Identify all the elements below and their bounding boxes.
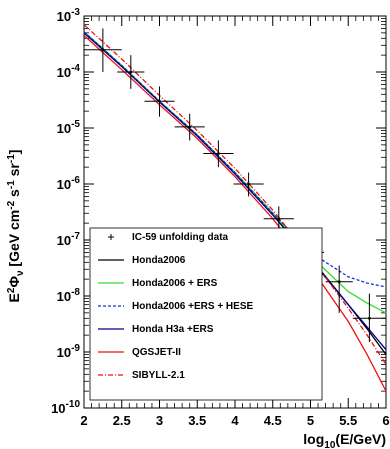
y-tick-label: 10-10 xyxy=(51,399,80,416)
legend-entry: Honda2006 xyxy=(98,255,186,266)
axis-ticks: 2 2.5 3 3.5 4 4.5 5 5.5 6 10-10 10-9 10-8 10-7 10-6 10… xyxy=(51,7,390,428)
legend-entry: Honda H3a +ERS xyxy=(98,324,214,335)
svg-text:log10(E/GeV): log10(E/GeV) xyxy=(303,431,386,449)
point-marker xyxy=(216,152,220,155)
point-marker xyxy=(277,217,281,221)
data-point xyxy=(233,172,264,197)
y-tick-label: 10-3 xyxy=(57,7,81,24)
point-marker xyxy=(337,280,341,284)
x-tick-label: 4.5 xyxy=(264,413,282,428)
legend-entry: IC-59 unfolding data xyxy=(108,232,229,243)
legend-label: QGSJET-II xyxy=(132,347,181,358)
legend-label: Honda2006 xyxy=(132,255,186,266)
point-marker xyxy=(129,70,133,74)
x-tick-label: 3.5 xyxy=(188,413,206,428)
point-marker xyxy=(158,99,161,103)
legend-label: SIBYLL-2.1 xyxy=(132,370,185,381)
data-point xyxy=(203,140,234,168)
point-marker xyxy=(247,182,250,186)
series-line-qgsjet-ii xyxy=(83,34,387,392)
point-marker xyxy=(101,48,105,52)
series-line-honda2006-ers-hese xyxy=(83,31,387,288)
data-point xyxy=(352,293,386,343)
legend-entry: Honda2006 + ERS xyxy=(98,278,218,289)
data-point xyxy=(325,265,353,313)
legend-box xyxy=(89,227,323,401)
y-tick-label: 10-6 xyxy=(57,175,81,192)
legend-label: Honda H3a +ERS xyxy=(132,324,214,335)
x-tick-label: 4 xyxy=(231,413,239,428)
data-point xyxy=(144,86,175,117)
y-tick-label: 10-8 xyxy=(57,287,81,304)
x-tick-label: 5 xyxy=(307,413,314,428)
point-marker xyxy=(188,125,192,129)
x-tick-label: 2.5 xyxy=(113,413,131,428)
legend-entry: QGSJET-II xyxy=(98,347,181,358)
series-curves xyxy=(83,24,387,392)
series-line-sibyll-2-1 xyxy=(83,24,387,365)
data-point xyxy=(84,28,122,72)
legend-label: IC-59 unfolding data xyxy=(132,232,229,243)
y-tick-label: 10-7 xyxy=(57,231,81,248)
legend-entry: Honda2006 +ERS + HESE xyxy=(98,301,253,312)
legend-label: Honda2006 +ERS + HESE xyxy=(132,301,253,312)
y-tick-label: 10-5 xyxy=(57,119,81,136)
point-marker xyxy=(367,316,371,320)
series-line-honda-h3a-ers xyxy=(83,32,387,351)
x-axis-title: log10(E/GeV) xyxy=(303,431,386,449)
y-tick-label: 10-9 xyxy=(57,343,81,360)
x-tick-label: 6 xyxy=(382,413,389,428)
data-point xyxy=(117,55,145,89)
svg-text:E2Φν [GeV cm-2 s-1 sr-1]: E2Φν [GeV cm-2 s-1 sr-1] xyxy=(6,150,26,303)
x-tick-label: 2 xyxy=(80,413,87,428)
legend-label: Honda2006 + ERS xyxy=(132,278,218,289)
data-point xyxy=(263,206,294,232)
y-axis-title: E2Φν [GeV cm-2 s-1 sr-1] xyxy=(6,150,26,303)
y-tick-label: 10-4 xyxy=(57,63,81,80)
data-point xyxy=(174,113,205,141)
legend-entry: SIBYLL-2.1 xyxy=(98,370,185,381)
x-tick-label: 5.5 xyxy=(339,413,357,428)
legend: IC-59 unfolding data Honda2006 Honda2006 +… xyxy=(89,227,323,401)
x-tick-label: 3 xyxy=(156,413,163,428)
